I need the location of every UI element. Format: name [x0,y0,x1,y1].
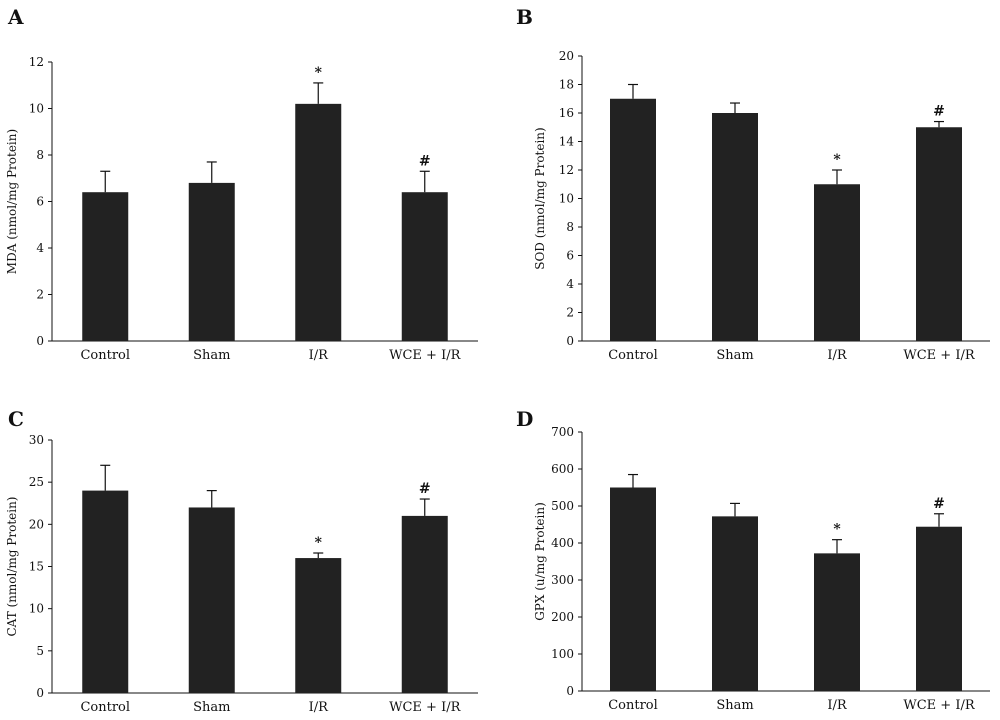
significance-marker: * [833,152,841,168]
significance-marker: # [933,496,945,512]
y-tick-label: 15 [29,560,44,574]
x-tick-label: WCE + I/R [903,698,975,713]
y-tick-label: 6 [36,195,44,209]
panel-letter: A [7,5,24,29]
y-tick-label: 20 [559,49,574,63]
panel-b: B 0 2 4 6 8 10 12 14 16 18 20 SOD (nmol/mg Protein) C… [516,5,990,363]
y-tick-label: 0 [36,686,44,700]
panel-letter: B [516,5,533,29]
y-tick-label: 20 [29,517,44,531]
y-tick-label: 4 [36,241,44,255]
y-tick-label: 8 [36,148,44,162]
bar [295,558,342,693]
x-tick-label: I/R [827,348,848,363]
y-tick-label: 16 [559,106,574,120]
y-tick-label: 700 [551,425,574,439]
x-tick-label: I/R [309,348,330,363]
panel-d: D 0 100 200 300 400 500 600 700 GPX (u/mg Protein… [516,407,990,713]
y-tick-label: 0 [566,684,574,698]
y-axis-label: GPX (u/mg Protein) [533,502,547,621]
x-tick-label: WCE + I/R [389,348,461,363]
y-tick-label: 2 [36,288,44,302]
x-tick-label: Sham [193,348,230,363]
y-axis-label: SOD (nmol/mg Protein) [533,127,547,269]
y-tick-label: 8 [566,220,574,234]
x-tick-label: Control [608,348,658,363]
bar [401,515,448,693]
y-axis-label: CAT (nmol/mg Protein) [5,497,19,637]
y-tick-label: 500 [551,499,574,513]
x-tick-label: WCE + I/R [903,348,975,363]
y-tick-label: 5 [36,644,44,658]
x-tick-label: Control [608,698,658,713]
x-tick-label: Control [80,348,130,363]
significance-marker: * [315,535,323,551]
y-axis-label: MDA (nmol/mg Protein) [5,129,19,274]
y-tick-label: 10 [29,602,44,616]
x-tick-label: Sham [716,698,753,713]
y-tick-label: 0 [36,334,44,348]
panel-c: C 0 5 10 15 20 25 30 CAT (nmol/mg Protein) Contro… [5,407,478,715]
bar [712,516,758,691]
y-tick-label: 10 [29,102,44,116]
y-tick-label: 12 [559,163,574,177]
bar [401,192,448,341]
y-tick-label: 600 [551,462,574,476]
y-tick-label: 6 [566,249,574,263]
y-tick-label: 4 [566,277,574,291]
bar [814,553,860,691]
panel-letter: D [516,407,533,431]
y-tick-label: 400 [551,536,574,550]
y-tick-label: 30 [29,433,44,447]
bar [295,103,342,341]
y-tick-label: 14 [559,135,575,149]
bar [610,487,656,691]
x-tick-label: WCE + I/R [389,700,461,715]
y-tick-label: 25 [29,475,44,489]
y-tick-label: 300 [551,573,574,587]
significance-marker: * [833,522,841,538]
bar [610,98,656,341]
panel-a: A 0 2 4 6 8 10 12 MDA (nmol/mg Protein) Control Sh… [5,5,478,363]
significance-marker: # [419,153,431,169]
bar [82,192,129,341]
bar [814,184,860,341]
bar [82,490,129,693]
y-tick-label: 10 [559,192,574,206]
significance-marker: * [315,65,323,81]
y-tick-label: 0 [566,334,574,348]
bar [916,127,962,341]
bar [916,526,962,691]
x-tick-label: Sham [193,700,230,715]
significance-marker: # [419,481,431,497]
x-tick-label: I/R [309,700,330,715]
panel-letter: C [8,407,24,431]
x-tick-label: I/R [827,698,848,713]
bar [188,182,235,341]
significance-marker: # [933,104,945,120]
x-tick-label: Control [80,700,130,715]
y-tick-label: 12 [29,55,44,69]
y-tick-label: 200 [551,610,574,624]
y-tick-label: 2 [566,306,574,320]
y-tick-label: 100 [551,647,574,661]
x-tick-label: Sham [716,348,753,363]
y-tick-label: 18 [559,78,574,92]
bar [712,113,758,341]
bar [188,507,235,693]
